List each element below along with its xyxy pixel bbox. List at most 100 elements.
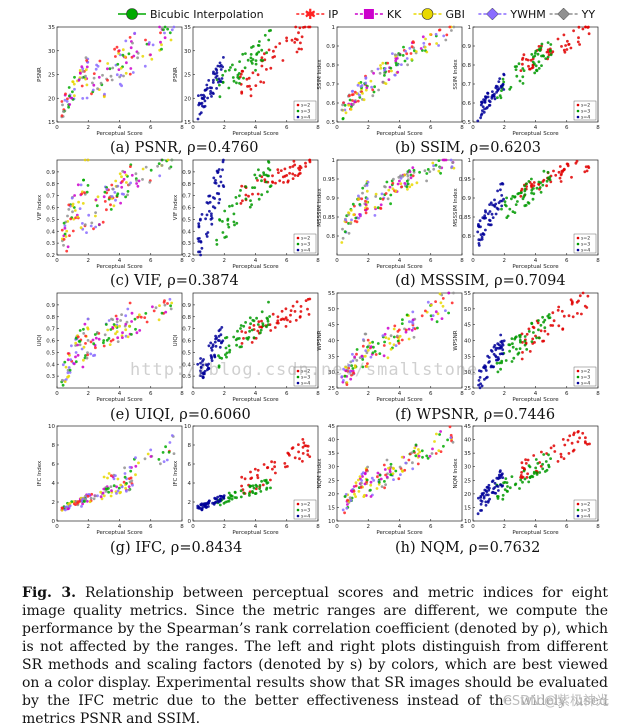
data-point <box>379 197 382 201</box>
data-point <box>444 38 448 42</box>
data-point <box>288 453 291 457</box>
data-point <box>540 450 543 454</box>
data-point <box>532 326 536 330</box>
data-point <box>233 68 237 72</box>
data-point <box>206 231 210 234</box>
data-point <box>249 470 252 474</box>
data-point <box>382 354 386 358</box>
data-point <box>532 331 535 334</box>
x-axis-label: Perceptual Score <box>232 264 279 270</box>
data-point <box>136 184 140 188</box>
data-point <box>210 95 213 98</box>
data-point <box>502 88 506 91</box>
data-point <box>124 314 128 318</box>
x-tick-label: 4 <box>534 258 538 264</box>
data-point <box>437 44 440 47</box>
data-point <box>434 163 438 167</box>
data-point <box>134 464 138 468</box>
data-point <box>96 87 99 91</box>
data-point <box>107 319 111 322</box>
data-point <box>103 92 106 96</box>
data-point <box>85 231 88 235</box>
x-axis-label: Perceptual Score <box>96 530 143 536</box>
data-point <box>344 493 348 496</box>
y-tick-label: 0.95 <box>459 177 472 183</box>
data-point <box>276 168 280 172</box>
data-point <box>160 26 164 30</box>
data-point <box>364 199 367 203</box>
data-point <box>250 341 254 344</box>
data-point <box>438 28 441 32</box>
x-tick-label: 0 <box>55 125 59 131</box>
data-point <box>169 38 173 42</box>
data-point <box>416 462 420 466</box>
data-point <box>484 503 488 507</box>
data-point <box>217 334 221 338</box>
y-tick-label: 45 <box>328 323 335 329</box>
data-point <box>514 68 518 71</box>
data-point <box>481 109 484 112</box>
data-point <box>210 356 214 360</box>
data-point <box>68 501 72 505</box>
data-point <box>116 62 120 66</box>
data-point <box>170 434 174 437</box>
data-point <box>352 489 356 493</box>
y-axis-label: PSNR <box>37 67 43 82</box>
data-point <box>90 92 93 96</box>
data-point <box>145 320 149 324</box>
data-point <box>387 466 390 470</box>
data-point <box>502 197 505 201</box>
data-point <box>476 119 480 123</box>
x-tick-label: 0 <box>55 258 59 264</box>
data-point <box>306 449 310 453</box>
data-point <box>168 167 171 170</box>
data-point <box>62 238 66 241</box>
data-point <box>308 158 312 162</box>
data-point <box>365 365 369 368</box>
data-point <box>503 203 507 207</box>
data-point <box>406 187 409 191</box>
data-point <box>210 86 214 90</box>
data-point <box>248 84 251 88</box>
x-tick-label: 8 <box>316 524 320 530</box>
data-point <box>66 368 70 372</box>
data-point <box>131 71 135 74</box>
data-point <box>405 57 409 60</box>
data-point <box>500 204 504 208</box>
data-point <box>298 26 302 30</box>
y-tick-label: 6 <box>52 462 56 468</box>
data-point <box>547 463 550 467</box>
x-tick-label: 0 <box>335 125 339 131</box>
data-point <box>567 43 570 46</box>
x-tick-label: 2 <box>503 125 507 131</box>
data-point <box>389 66 393 70</box>
data-point <box>345 506 349 510</box>
data-point <box>527 330 531 333</box>
data-point <box>74 341 78 345</box>
data-point <box>71 90 74 94</box>
data-point <box>501 476 505 479</box>
data-point <box>371 340 374 344</box>
data-point <box>240 330 244 333</box>
x-axis-label: Perceptual Score <box>96 264 143 270</box>
data-point <box>72 82 76 86</box>
data-point <box>443 158 446 162</box>
data-point <box>258 174 262 178</box>
x-tick-label: 6 <box>285 258 289 264</box>
data-point <box>227 225 231 229</box>
x-tick-label: 0 <box>191 391 195 397</box>
data-point <box>399 473 402 476</box>
data-point <box>83 223 87 227</box>
data-point <box>88 500 92 504</box>
data-point <box>134 327 137 331</box>
data-point <box>438 166 442 170</box>
data-point <box>256 323 260 326</box>
x-axis-label: Perceptual Score <box>512 131 559 137</box>
data-point <box>513 337 517 341</box>
data-point <box>275 321 279 325</box>
data-point <box>211 205 215 209</box>
data-point <box>269 184 273 188</box>
